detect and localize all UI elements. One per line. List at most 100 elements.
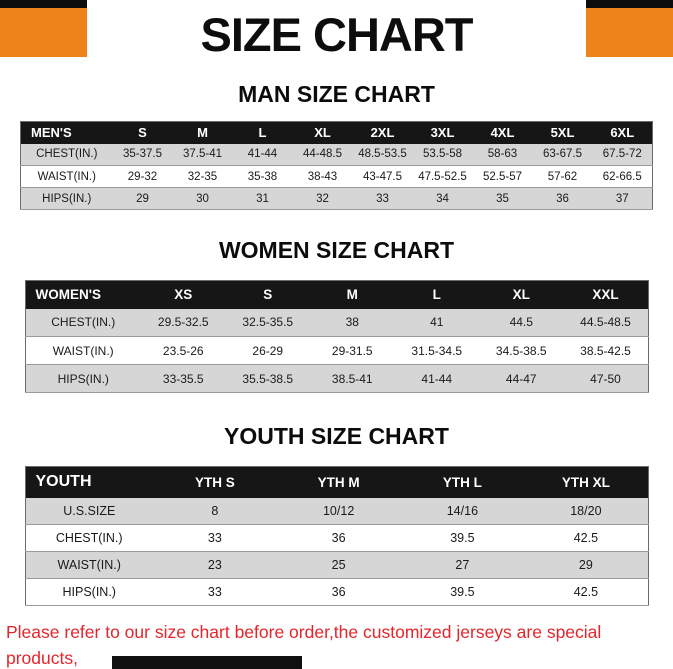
value-cell: 58-63 xyxy=(487,148,518,161)
youth-size-section: YOUTH SIZE CHART YOUTH YTH S YTH M YTH L YTH… xyxy=(0,423,673,606)
measurement-row: U.S.SIZE 8 10/12 14/16 18/20 xyxy=(25,497,648,525)
table-header-row: YOUTH YTH S YTH M YTH L YTH XL xyxy=(25,466,648,498)
row-label: WAIST(IN.) xyxy=(57,558,121,572)
size-column-header: YTH M xyxy=(276,466,401,498)
table-header-row: MEN'S S M L XL 2XL 3XL 4XL 5XL 6XL xyxy=(20,121,653,144)
youth-chart-heading: YOUTH SIZE CHART xyxy=(224,423,449,449)
size-column-header: 3XL xyxy=(412,121,473,144)
measurement-row: WAIST(IN.) 29-32 32-35 35-38 38-43 43-47.5 47.… xyxy=(20,165,653,188)
row-label: CHEST(IN.) xyxy=(36,148,98,161)
value-cell: 36 xyxy=(556,192,569,205)
table-header-row: WOMEN'S XS S M L XL XXL xyxy=(25,280,648,309)
value-cell: 42.5 xyxy=(573,531,599,545)
size-column-header: XL xyxy=(479,280,564,309)
value-cell: 23.5-26 xyxy=(162,343,204,358)
value-cell: 35 xyxy=(496,192,509,205)
measurement-row: CHEST(IN.) 29.5-32.5 32.5-35.5 38 41 44.5 44.5… xyxy=(25,308,648,337)
value-cell: 30 xyxy=(196,192,209,205)
size-column-header: L xyxy=(232,121,293,144)
value-cell: 34 xyxy=(436,192,449,205)
value-cell: 29 xyxy=(578,558,593,572)
value-cell: 37 xyxy=(615,192,629,205)
value-cell: 44.5-48.5 xyxy=(580,315,631,330)
size-column-header: 5XL xyxy=(532,121,593,144)
value-cell: 44-47 xyxy=(505,371,537,386)
value-cell: 10/12 xyxy=(322,503,355,518)
women-chart-heading: WOMEN SIZE CHART xyxy=(218,237,455,263)
size-column-header: 6XL xyxy=(592,121,653,144)
row-label: HIPS(IN.) xyxy=(57,371,109,386)
footer-warning-note: Please refer to our size chart before or… xyxy=(0,619,673,669)
value-cell: 47.5-52.5 xyxy=(418,170,467,183)
measurement-row: WAIST(IN.) 23 25 27 29 xyxy=(25,551,648,579)
men-size-table: MEN'S S M L XL 2XL 3XL 4XL 5XL 6XL CHEST(IN.) 35-37… xyxy=(20,121,653,210)
value-cell: 32 xyxy=(316,192,329,205)
table-corner-header: WOMEN'S xyxy=(25,280,141,309)
size-column-header: M xyxy=(310,280,395,309)
value-cell: 32-35 xyxy=(187,170,218,183)
value-cell: 29-32 xyxy=(127,170,158,183)
value-cell: 36 xyxy=(331,531,346,545)
size-column-header: S xyxy=(225,280,310,309)
value-cell: 57-62 xyxy=(547,170,578,183)
value-cell: 18/20 xyxy=(570,503,602,518)
value-cell: 33 xyxy=(376,192,389,205)
women-size-section: WOMEN SIZE CHART WOMEN'S XS S M L XL XXL CHEST(… xyxy=(0,237,673,393)
measurement-row: CHEST(IN.) 33 36 39.5 42.5 xyxy=(25,524,648,552)
row-label: HIPS(IN.) xyxy=(62,585,116,599)
value-cell: 38 xyxy=(345,315,359,330)
men-chart-heading: MAN SIZE CHART xyxy=(238,81,435,107)
size-column-header: XL xyxy=(292,121,353,144)
value-cell: 35.5-38.5 xyxy=(242,371,294,386)
value-cell: 62-66.5 xyxy=(602,170,642,183)
value-cell: 29.5-32.5 xyxy=(157,315,209,330)
value-cell: 39.5 xyxy=(450,585,475,599)
value-cell: 31.5-34.5 xyxy=(411,343,463,358)
value-cell: 38.5-42.5 xyxy=(580,343,631,358)
size-column-header: L xyxy=(394,280,479,309)
measurement-row: HIPS(IN.) 29 30 31 32 33 34 35 36 37 xyxy=(20,187,653,210)
value-cell: 37.5-41 xyxy=(182,148,222,161)
measurement-row: HIPS(IN.) 33 36 39.5 42.5 xyxy=(25,578,648,606)
value-cell: 33 xyxy=(207,531,222,545)
value-cell: 43-47.5 xyxy=(362,170,402,183)
value-cell: 41-44 xyxy=(247,148,278,161)
row-label: WAIST(IN.) xyxy=(37,170,96,183)
women-size-table: WOMEN'S XS S M L XL XXL CHEST(IN.) 29.5-32.5 32.5… xyxy=(24,280,649,393)
table-corner-header: YOUTH xyxy=(25,466,153,498)
value-cell: 39.5 xyxy=(450,531,475,545)
size-column-header: M xyxy=(172,121,233,144)
value-cell: 29-31.5 xyxy=(331,343,373,358)
value-cell: 32.5-35.5 xyxy=(242,315,294,330)
value-cell: 67.5-72 xyxy=(602,148,642,161)
value-cell: 44-48.5 xyxy=(302,148,342,161)
row-label: HIPS(IN.) xyxy=(42,192,92,205)
value-cell: 41-44 xyxy=(421,371,453,386)
value-cell: 63-67.5 xyxy=(542,148,582,161)
footer-note-line1: Please refer to our size chart before or… xyxy=(6,622,602,669)
value-cell: 53.5-58 xyxy=(422,148,462,161)
value-cell: 35-37.5 xyxy=(122,148,162,161)
value-cell: 27 xyxy=(455,558,470,572)
orange-corner-right xyxy=(586,0,673,57)
orange-corner-left xyxy=(0,0,87,57)
row-label: CHEST(IN.) xyxy=(51,315,116,330)
value-cell: 36 xyxy=(331,585,346,599)
measurement-row: HIPS(IN.) 33-35.5 35.5-38.5 38.5-41 41-44 44-… xyxy=(25,364,648,393)
value-cell: 33-35.5 xyxy=(162,371,204,386)
value-cell: 41 xyxy=(430,315,444,330)
value-cell: 42.5 xyxy=(573,585,599,599)
youth-size-table: YOUTH YTH S YTH M YTH L YTH XL U.S.SIZE 8 10/12… xyxy=(24,466,649,606)
value-cell: 26-29 xyxy=(252,343,284,358)
page-title: SIZE CHART xyxy=(200,8,474,61)
size-column-header: YTH XL xyxy=(524,466,648,498)
value-cell: 52.5-57 xyxy=(482,170,522,183)
value-cell: 47-50 xyxy=(590,371,621,386)
size-column-header: XS xyxy=(141,280,226,309)
value-cell: 34.5-38.5 xyxy=(495,343,547,358)
size-column-header: XXL xyxy=(563,280,648,309)
measurement-row: WAIST(IN.) 23.5-26 26-29 29-31.5 31.5-34.5 34… xyxy=(25,336,648,365)
size-column-header: S xyxy=(112,121,173,144)
value-cell: 38.5-41 xyxy=(331,371,373,386)
